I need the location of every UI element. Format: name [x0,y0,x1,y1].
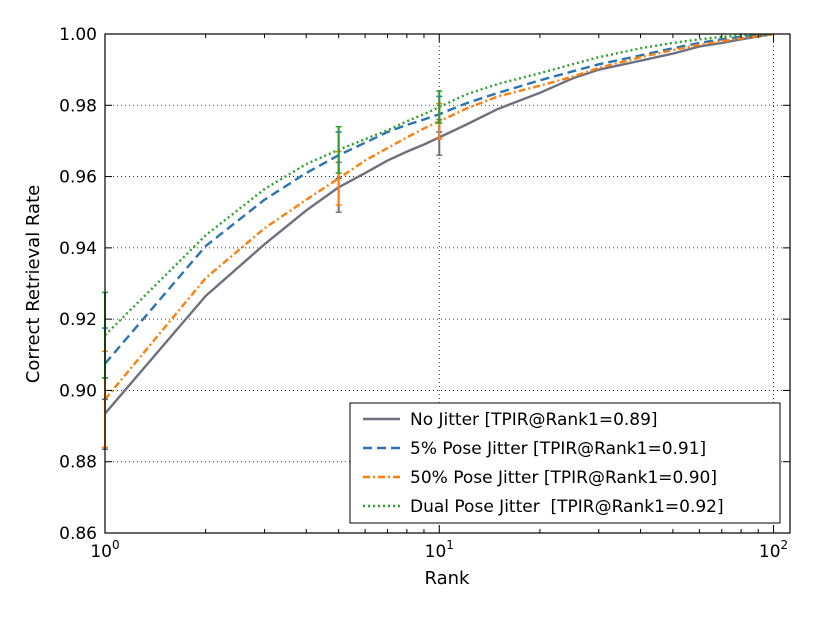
x-tick-label: 101 [425,538,454,562]
y-tick-label: 0.98 [59,96,97,116]
legend-label-3: Dual Pose Jitter [TPIR@Rank1=0.92] [410,497,724,517]
x-tick-label: 102 [759,538,788,562]
legend-label-0: No Jitter [TPIR@Rank1=0.89] [410,410,658,430]
y-tick-label: 0.92 [59,310,97,330]
y-tick-label: 1.00 [59,25,97,45]
legend-label-1: 5% Pose Jitter [TPIR@Rank1=0.91] [410,439,706,459]
y-tick-label: 0.96 [59,168,97,188]
series-line-0 [105,34,774,415]
y-axis-label: Correct Retrieval Rate [23,185,44,383]
series-line-3 [105,34,774,337]
series-line-2 [105,34,774,401]
series-layer [105,34,774,415]
plot-frame [104,33,791,534]
series-line-1 [105,34,774,365]
y-tick-label: 0.90 [59,381,97,401]
y-tick-label: 0.86 [59,524,97,544]
x-axis-label: Rank [425,568,471,589]
axis-ticks: 0.86 0.88 0.90 0.92 0.94 0.96 0.98 1.00 100 101 10… [59,25,790,562]
legend: No Jitter [TPIR@Rank1=0.89] 5% Pose Jitte… [349,402,781,524]
y-tick-label: 0.94 [59,239,97,259]
legend-box [349,402,781,524]
y-tick-label: 0.88 [59,453,97,473]
legend-label-2: 50% Pose Jitter [TPIR@Rank1=0.90] [410,468,717,488]
x-tick-label: 100 [90,538,119,562]
